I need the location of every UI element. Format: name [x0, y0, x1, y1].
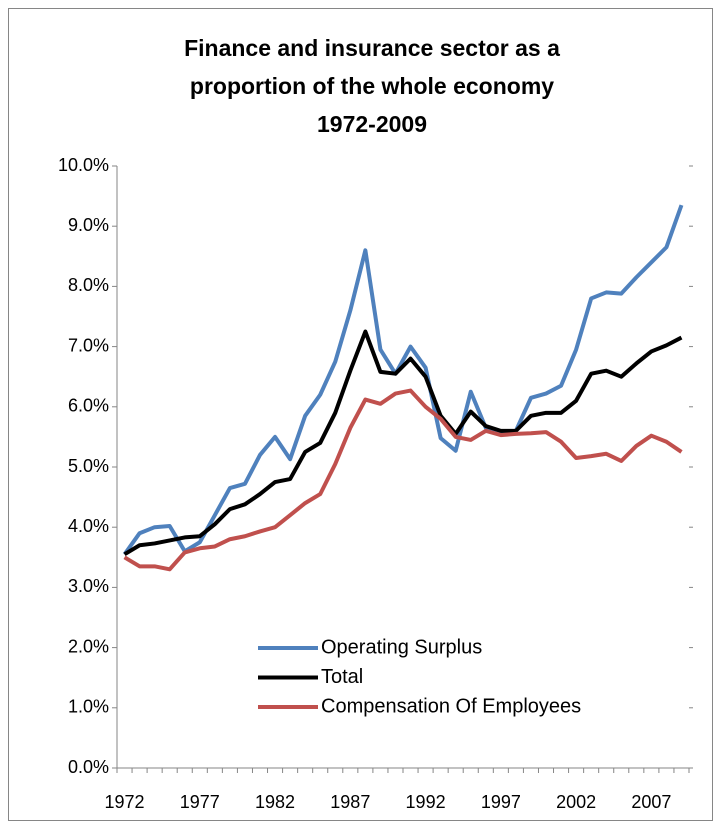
- chart-title: proportion of the whole economy: [190, 73, 554, 99]
- legend-label: Compensation Of Employees: [321, 695, 581, 717]
- chart-title: 1972-2009: [317, 111, 427, 137]
- y-tick-label: 10.0%: [58, 155, 109, 175]
- legend-label: Operating Surplus: [321, 636, 482, 658]
- y-tick-label: 4.0%: [68, 516, 109, 536]
- y-tick-label: 2.0%: [68, 636, 109, 656]
- x-tick-label: 1972: [105, 792, 145, 812]
- x-tick-label: 2007: [631, 792, 671, 812]
- y-tick-label: 8.0%: [68, 275, 109, 295]
- y-tick-label: 1.0%: [68, 697, 109, 717]
- series-line: [122, 204, 684, 556]
- series-line: [123, 388, 683, 572]
- y-tick-label: 0.0%: [68, 757, 109, 777]
- x-tick-label: 1987: [330, 792, 370, 812]
- y-tick-label: 6.0%: [68, 396, 109, 416]
- x-tick-label: 2002: [556, 792, 596, 812]
- chart-title: Finance and insurance sector as a: [184, 35, 560, 61]
- y-tick-label: 7.0%: [68, 335, 109, 355]
- y-tick-label: 9.0%: [68, 215, 109, 235]
- x-tick-label: 1997: [481, 792, 521, 812]
- chart-frame: [8, 8, 713, 821]
- x-tick-label: 1977: [180, 792, 220, 812]
- series-line: [123, 329, 683, 557]
- x-tick-label: 1992: [406, 792, 446, 812]
- x-tick-label: 1982: [255, 792, 295, 812]
- y-tick-label: 5.0%: [68, 456, 109, 476]
- y-tick-label: 3.0%: [68, 576, 109, 596]
- legend-label: Total: [321, 666, 363, 688]
